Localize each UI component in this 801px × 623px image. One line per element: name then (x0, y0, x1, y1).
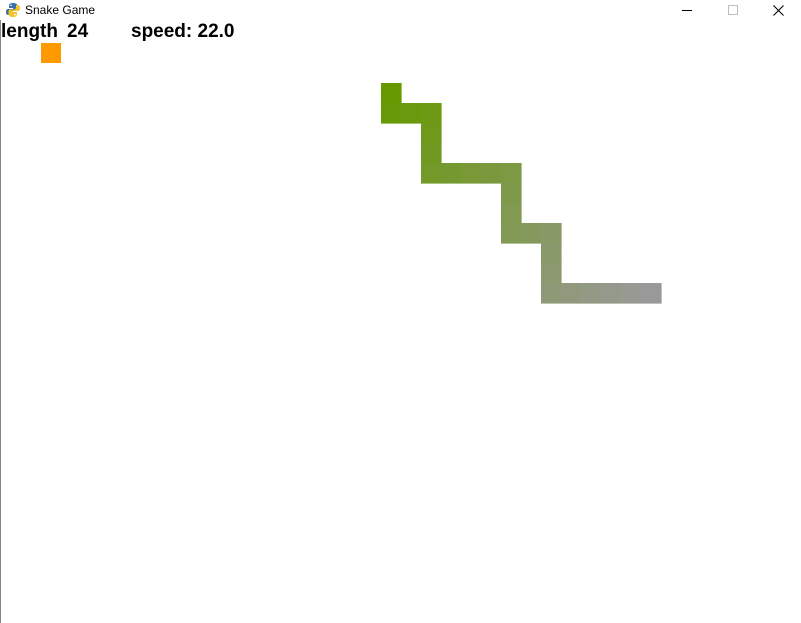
snake-segment (601, 283, 622, 304)
snake-head (381, 83, 402, 104)
length-label: length (1, 21, 58, 42)
close-button[interactable] (755, 0, 801, 20)
minimize-icon (682, 10, 692, 11)
snake-segment (481, 163, 502, 184)
maximize-icon (728, 5, 738, 15)
snake-segment (461, 163, 482, 184)
snake-segment (501, 163, 522, 184)
snake-tail (641, 283, 662, 304)
snake-segment (421, 123, 442, 144)
snake-segment (381, 103, 402, 124)
snake-segment (401, 103, 422, 124)
maximize-button[interactable] (710, 0, 756, 20)
close-icon (772, 4, 784, 16)
snake-segment (501, 203, 522, 224)
snake-segment (581, 283, 602, 304)
length-value: 24 (67, 21, 89, 42)
window-title: Snake Game (25, 3, 96, 17)
snake-segment (541, 223, 562, 244)
window-left-border (0, 0, 1, 623)
speed-readout: speed: 22.0 (131, 21, 235, 42)
minimize-button[interactable] (664, 0, 710, 20)
window-titlebar[interactable]: Snake Game (0, 0, 801, 20)
snake-segment (501, 183, 522, 204)
snake-segment (541, 243, 562, 264)
snake-segment (541, 263, 562, 284)
snake-segment (421, 103, 442, 124)
snake-segment (541, 283, 562, 304)
snake-segment (421, 163, 442, 184)
snake-segment (521, 223, 542, 244)
snake-segment (561, 283, 582, 304)
snake-segment (621, 283, 642, 304)
snake-segment (421, 143, 442, 164)
snake-segment (501, 223, 522, 244)
food-item (41, 43, 61, 63)
snake-segment (441, 163, 462, 184)
python-snake-icon (6, 3, 20, 17)
